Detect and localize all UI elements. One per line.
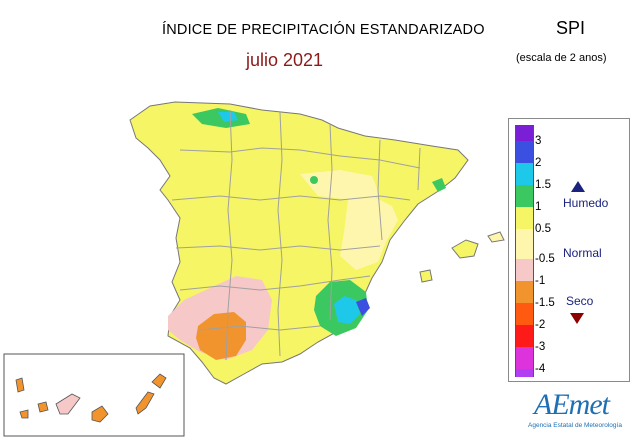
fuerteventura-island <box>135 391 155 415</box>
legend-swatch <box>515 259 534 281</box>
central-green-spot <box>310 176 318 184</box>
legend-tick: 0.5 <box>535 223 551 235</box>
legend-tick: 3 <box>535 135 542 147</box>
southeast-cyan-zone <box>334 296 360 324</box>
southwest-orange-zone <box>196 312 246 360</box>
legend-swatch <box>515 281 534 303</box>
legend-swatch <box>515 347 534 369</box>
tenerife-island <box>55 393 81 415</box>
legend-tick: -1 <box>535 275 546 287</box>
mallorca-island <box>451 239 479 259</box>
map-title: ÍNDICE DE PRECIPITACIÓN ESTANDARIZADO <box>162 22 485 38</box>
legend-swatch <box>515 229 534 259</box>
aemet-logo-subtitle: Agencia Estatal de Meteorología <box>528 422 622 429</box>
legend-swatch <box>515 125 534 141</box>
legend-swatch <box>515 325 534 347</box>
legend-tick: -1.5 <box>535 297 555 309</box>
index-name: SPI <box>556 18 586 38</box>
north-cyan-zone <box>218 112 238 122</box>
legend-swatch <box>515 207 534 229</box>
la-gomera-island <box>37 401 49 413</box>
wet-label: Humedo <box>563 196 609 210</box>
normal-label: Normal <box>563 246 602 260</box>
legend-tick: -2 <box>535 319 546 331</box>
el-hierro-island <box>19 409 29 419</box>
legend-swatch <box>515 141 534 163</box>
southeast-blue-zone <box>356 298 370 316</box>
dry-triangle-icon <box>570 313 584 324</box>
legend-swatch <box>515 163 534 185</box>
legend-swatch <box>515 185 534 207</box>
legend-swatch <box>515 369 534 377</box>
period-label: julio 2021 <box>246 50 324 70</box>
east-normal-zone <box>340 196 398 270</box>
legend-tick: -4 <box>535 363 546 375</box>
north-green-zone <box>192 108 250 128</box>
gran-canaria-island <box>91 405 109 423</box>
canary-inset-frame <box>3 353 185 437</box>
legend-tick: -0.5 <box>535 253 555 265</box>
legend: 3 2 1.5 1 0.5 -0.5 -1 -1.5 -2 -3 -4 <box>508 118 630 382</box>
menorca-island <box>487 231 505 243</box>
wet-triangle-icon <box>571 181 585 192</box>
northeast-normal-zone <box>300 170 380 200</box>
catalonia-green-spot <box>432 178 446 192</box>
legend-tick: 2 <box>535 157 542 169</box>
la-palma-island <box>15 377 25 393</box>
legend-tick: 1.5 <box>535 179 551 191</box>
ibiza-island <box>419 269 433 283</box>
dry-label: Seco <box>566 294 594 308</box>
legend-tick: 1 <box>535 201 542 213</box>
province-borders <box>171 109 421 361</box>
legend-swatch <box>515 303 534 325</box>
legend-tick: -3 <box>535 341 546 353</box>
lanzarote-island <box>151 373 167 389</box>
scale-note: (escala de 2 anos) <box>516 52 607 64</box>
peninsula-shape <box>129 101 469 385</box>
aemet-logo: AEmet <box>534 388 610 421</box>
